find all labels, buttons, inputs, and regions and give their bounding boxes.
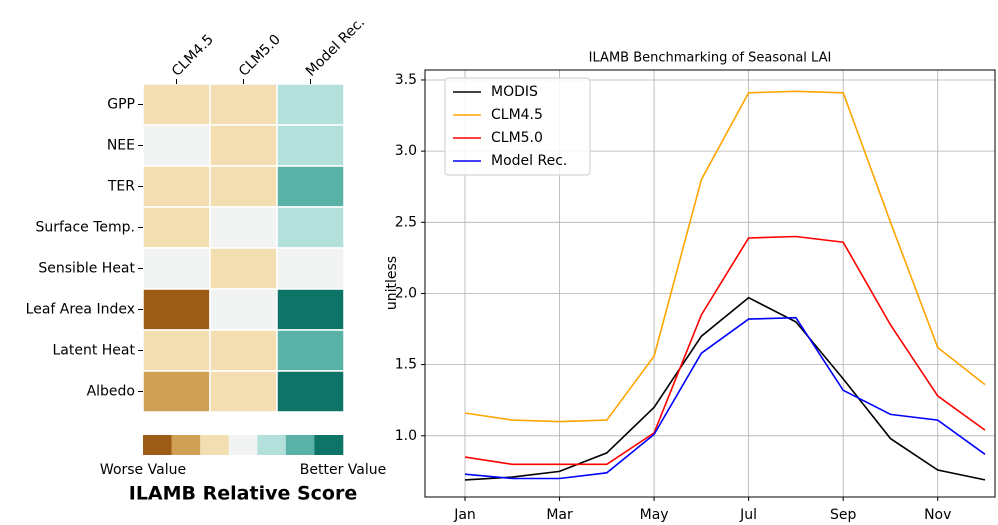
heatmap-cell: [209, 370, 278, 413]
heatmap-cell: [142, 247, 211, 290]
y-tick-label: GPP: [107, 97, 135, 113]
heatmap-cell: [209, 329, 278, 372]
y-tick-label: Latent Heat: [52, 343, 135, 359]
heatmap-cell: [276, 288, 345, 331]
heatmap-cell: [142, 370, 211, 413]
line-title: ILAMB Benchmarking of Seasonal LAI: [589, 51, 832, 66]
colorbar-segment: [171, 435, 201, 455]
legend-label: Model Rec.: [491, 153, 567, 169]
y-tick-label: NEE: [107, 138, 135, 154]
legend-label: CLM5.0: [491, 130, 543, 146]
heatmap-cell: [142, 206, 211, 249]
heatmap-cell: [142, 83, 211, 126]
heatmap-cell: [142, 124, 211, 167]
x-tick-label: Sep: [830, 507, 857, 523]
y-tick-label: Albedo: [87, 384, 135, 400]
series-line: [464, 316, 986, 480]
y-tick-label: 3.0: [395, 143, 417, 159]
colorbar-label: Better Value: [300, 462, 386, 478]
heatmap-cell: [142, 329, 211, 372]
series-line: [464, 296, 986, 481]
x-tick-label: CLM4.5: [169, 32, 217, 80]
x-tick-label: Jul: [739, 507, 757, 523]
series-line: [464, 235, 986, 466]
heatmap-cell: [276, 370, 345, 413]
heatmap-cell: [142, 165, 211, 208]
heatmap-cell: [209, 288, 278, 331]
heatmap-cell: [209, 83, 278, 126]
heatmap-cell: [142, 288, 211, 331]
y-tick-label: 1.5: [395, 357, 417, 373]
x-tick-label: Nov: [924, 507, 951, 523]
colorbar-segment: [285, 435, 315, 455]
heatmap-cell: [209, 247, 278, 290]
colorbar-segment: [200, 435, 230, 455]
legend-label: MODIS: [491, 84, 538, 100]
y-tick-label: 2.5: [395, 214, 417, 230]
y-tick-label: 3.5: [395, 72, 417, 88]
y-tick-label: 2.0: [395, 285, 417, 301]
heatmap-cell: [209, 165, 278, 208]
series-line: [464, 90, 986, 423]
heatmap-cell: [276, 83, 345, 126]
heatmap-cell: [276, 247, 345, 290]
y-tick-label: TER: [107, 179, 135, 195]
legend-box: [444, 77, 591, 176]
heatmap-cell: [209, 206, 278, 249]
heatmap-cell: [276, 165, 345, 208]
y-axis-label: unitless: [384, 256, 400, 310]
heatmap-title: ILAMB Relative Score: [129, 483, 357, 505]
x-tick-label: Jan: [453, 507, 476, 523]
x-tick-label: Model Rec.: [303, 14, 368, 79]
y-tick-label: 1.0: [395, 428, 417, 444]
x-tick-label: May: [640, 507, 669, 523]
y-tick-label: Surface Temp.: [35, 220, 135, 236]
colorbar-label: Worse Value: [100, 462, 186, 478]
heatmap-cell: [209, 124, 278, 167]
x-tick-label: CLM5.0: [236, 32, 284, 80]
heatmap-cell: [276, 206, 345, 249]
y-tick-label: Sensible Heat: [38, 261, 135, 277]
colorbar-segment: [143, 435, 172, 455]
colorbar-segment: [257, 435, 287, 455]
colorbar-segment: [228, 435, 258, 455]
colorbar-segment: [314, 435, 344, 455]
x-tick-label: Mar: [546, 507, 573, 523]
heatmap-cell: [276, 329, 345, 372]
heatmap-cell: [276, 124, 345, 167]
plot-frame: [424, 69, 996, 498]
y-tick-label: Leaf Area Index: [26, 302, 135, 318]
legend-label: CLM4.5: [491, 107, 543, 123]
